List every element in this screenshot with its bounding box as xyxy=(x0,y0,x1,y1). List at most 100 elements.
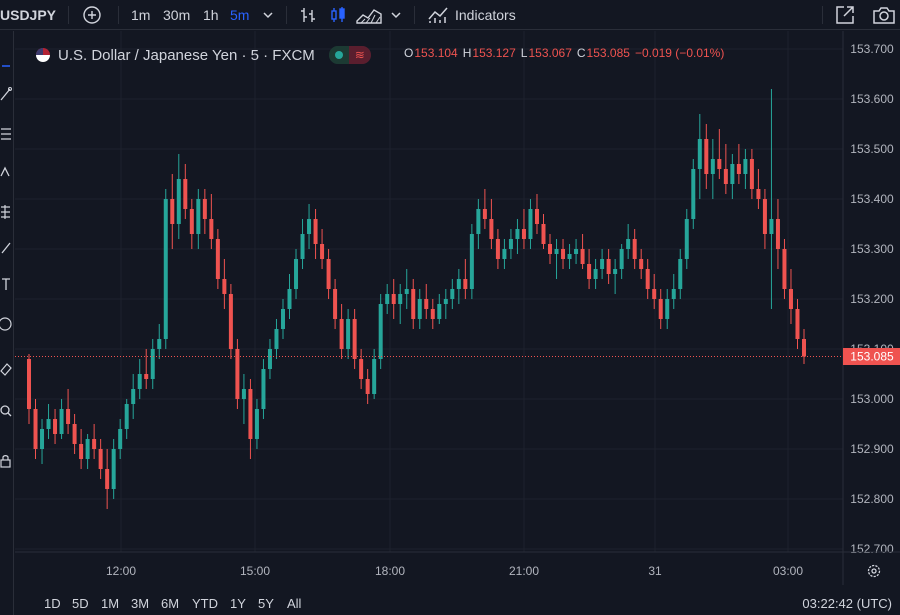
pattern-tool-button[interactable] xyxy=(0,164,12,180)
range-1y-button[interactable]: 1Y xyxy=(230,596,246,611)
interval-label: 1m xyxy=(131,7,151,23)
candle-body xyxy=(131,389,136,404)
symbol-title[interactable]: U.S. Dollar / Japanese Yen · 5 · FXCM xyxy=(58,46,315,64)
candle-body xyxy=(574,249,579,254)
candle-body xyxy=(352,319,357,359)
compare-symbol-button[interactable] xyxy=(82,0,104,30)
intervals-dropdown-button[interactable] xyxy=(262,0,276,30)
candle-body xyxy=(521,229,526,239)
candle-body xyxy=(430,309,435,319)
candle-body xyxy=(326,259,331,289)
candle-body xyxy=(749,159,754,189)
candle-body xyxy=(671,289,676,299)
candle-body xyxy=(587,264,592,279)
bars-chart-type-button[interactable] xyxy=(298,0,318,30)
candle-body xyxy=(743,159,748,174)
candle-body xyxy=(307,219,312,234)
candle-body xyxy=(378,304,383,359)
symbol-search-button[interactable]: USDJPY xyxy=(0,0,56,30)
candle-body xyxy=(639,259,644,269)
candle-body xyxy=(463,279,468,289)
candle-body xyxy=(404,289,409,294)
measure-tool-button[interactable] xyxy=(0,361,12,377)
candle-body xyxy=(391,294,396,304)
area-chart-type-button[interactable] xyxy=(356,0,382,30)
chart-type-dropdown-button[interactable] xyxy=(390,0,404,30)
open-value: 153.104 xyxy=(414,46,458,60)
close-label: C xyxy=(576,46,586,60)
utc-clock[interactable]: 03:22:42 (UTC) xyxy=(802,596,892,611)
time-tick-label: 18:00 xyxy=(375,564,405,578)
text-icon xyxy=(2,278,10,290)
range-3m-button[interactable]: 3M xyxy=(131,596,150,611)
candle-body xyxy=(215,239,220,279)
candle-body xyxy=(730,164,735,184)
candle-body xyxy=(339,319,344,349)
price-chart[interactable]: 153.700 153.600 153.500 153.400 153.300 153.2… xyxy=(15,31,900,585)
candle-body xyxy=(66,409,71,424)
price-tick-label: 152.800 xyxy=(850,492,894,506)
candle-body xyxy=(27,359,31,409)
snapshot-share-button[interactable] xyxy=(834,0,856,30)
range-5d-button[interactable]: 5D xyxy=(72,596,89,611)
candle-body xyxy=(294,259,299,289)
candle-body xyxy=(691,169,696,219)
candle-body xyxy=(469,234,474,289)
range-5y-button[interactable]: 5Y xyxy=(258,596,274,611)
candles-chart-type-button[interactable] xyxy=(328,0,348,30)
candle-body xyxy=(508,239,513,249)
candle-body xyxy=(437,304,442,319)
fib-tool-button[interactable] xyxy=(0,126,12,142)
text-tool-button[interactable] xyxy=(0,276,12,292)
interval-5m-button[interactable]: 5m xyxy=(230,0,249,30)
candle-body xyxy=(567,254,572,259)
brush-tool-button[interactable] xyxy=(0,239,12,255)
market-status-pill[interactable]: ≋ xyxy=(328,46,371,64)
candle-body xyxy=(228,294,233,349)
zoom-tool-button[interactable] xyxy=(0,403,12,419)
price-tick-label: 153.400 xyxy=(850,192,894,206)
interval-1m-button[interactable]: 1m xyxy=(131,0,150,30)
high-value: 153.127 xyxy=(472,46,516,60)
candle-body xyxy=(775,219,780,249)
candle-body xyxy=(111,449,116,489)
chart-settings-button[interactable] xyxy=(867,564,881,578)
price-tick-label: 153.500 xyxy=(850,142,894,156)
candle-body xyxy=(274,329,279,349)
indicators-button[interactable]: Indicators xyxy=(427,0,516,30)
candle-body xyxy=(235,349,240,399)
lock-tool-button[interactable] xyxy=(0,453,12,469)
emoji-tool-button[interactable] xyxy=(0,316,12,332)
candle-body xyxy=(53,419,58,434)
ohlc-values: O 153.104 H 153.127 L 153.067 C 153.085 −0.0… xyxy=(404,46,729,60)
candle-body xyxy=(365,379,370,394)
interval-1h-button[interactable]: 1h xyxy=(203,0,219,30)
screenshot-button[interactable] xyxy=(872,0,896,30)
candle-body xyxy=(456,279,461,289)
price-tick-label: 153.300 xyxy=(850,242,894,256)
high-label: H xyxy=(462,46,472,60)
price-tick-label: 152.900 xyxy=(850,442,894,456)
candle-body xyxy=(267,349,272,369)
range-ytd-button[interactable]: YTD xyxy=(192,596,218,611)
candle-body xyxy=(176,179,181,224)
candle-body xyxy=(782,249,787,289)
range-all-button[interactable]: All xyxy=(287,596,302,611)
trend-line-tool-button[interactable] xyxy=(0,86,12,102)
range-1m-button[interactable]: 1M xyxy=(101,596,120,611)
candle-body xyxy=(261,369,266,409)
range-1d-button[interactable]: 1D xyxy=(44,596,61,611)
interval-30m-button[interactable]: 30m xyxy=(163,0,190,30)
time-tick-label: 03:00 xyxy=(773,564,803,578)
candle-body xyxy=(144,374,149,379)
range-toolbar: 1D 5D 1M 3M 6M YTD 1Y 5Y All xyxy=(0,596,900,615)
candle-body xyxy=(222,279,227,294)
projection-tool-button[interactable] xyxy=(0,204,12,220)
range-6m-button[interactable]: 6M xyxy=(161,596,180,611)
candlestick-icon xyxy=(331,7,345,22)
external-link-icon xyxy=(836,6,854,24)
crosshair-tool-button[interactable] xyxy=(0,56,12,72)
top-toolbar: USDJPY 1m 30m 1h 5m Indicators xyxy=(0,0,900,30)
cursor-icon xyxy=(2,65,10,67)
candle-body xyxy=(333,289,338,319)
